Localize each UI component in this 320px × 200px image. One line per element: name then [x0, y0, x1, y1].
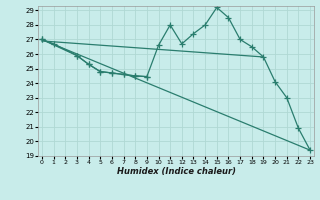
- X-axis label: Humidex (Indice chaleur): Humidex (Indice chaleur): [116, 167, 236, 176]
